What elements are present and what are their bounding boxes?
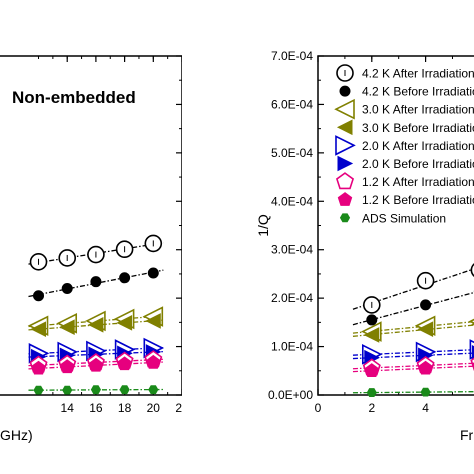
legend-marker [339,85,351,97]
left-chart-panel: Non-embedded 14 16 18 20 22 GHz) [0,55,189,443]
x-tick-label: 4 [422,401,429,415]
data-point [366,388,377,397]
data-point [119,272,131,284]
legend-entry: 3.0 K Before Irradiation [362,121,474,135]
data-point [145,313,161,329]
y-tick-label: 2.0E-04 [271,291,313,305]
series-group [28,313,164,337]
data-point [116,315,133,331]
x-tick-label: 2 [368,401,375,415]
series-group [28,234,164,271]
fit-line [28,269,164,298]
x-axis-label: GHz) [0,427,33,443]
data-point [366,314,378,326]
data-point [117,356,132,371]
fit-line [352,349,474,356]
legend-marker [339,213,351,223]
fit-line [28,242,164,265]
series-group [28,354,164,375]
legend-entry: 1.2 K After Irradiation [362,175,474,189]
data-point [59,319,75,336]
fit-line [352,324,474,337]
series-group [352,387,474,397]
x-tick-label: 22 [175,401,189,415]
y-tick-label: 6.0E-04 [271,97,313,111]
fit-line [352,365,474,373]
data-point [61,282,73,294]
data-point [30,321,47,337]
panel-label: Non-embedded [12,88,136,107]
legend-marker [334,98,355,120]
legend-marker [335,135,356,156]
x-tick-label: 20 [147,401,161,415]
series-group [352,263,474,314]
data-point [364,363,380,377]
data-point [363,327,380,343]
y-tick-label: 1.0E-04 [271,340,313,354]
data-point [90,276,102,288]
data-point [148,385,159,395]
fit-line [352,268,474,310]
series-group [28,385,164,395]
right-chart-panel: 024680.0E+001.0E-042.0E-043.0E-044.0E-04… [255,49,474,443]
legend-entry: 2.0 K Before Irradiation [362,157,474,171]
legend: 4.2 K After Irradiation 4.2 K Before Irra… [334,64,474,225]
legend-marker [337,155,354,172]
legend-marker [336,119,353,136]
data-point [146,354,161,369]
x-tick-label: 0 [315,401,322,415]
data-point [62,385,73,395]
data-point [59,359,75,374]
data-point [420,387,431,397]
x-tick-label: 16 [89,401,103,415]
data-point [468,318,474,325]
legend-entry: 2.0 K After Irradiation [362,139,474,153]
data-point [90,385,101,395]
data-point [420,299,432,311]
legend-marker [337,192,353,206]
legend-marker [335,172,355,190]
data-point [33,290,45,302]
data-point [88,357,104,372]
x-tick-label: 14 [61,401,75,415]
data-point [147,267,159,279]
series-group [28,267,164,302]
y-tick-label: 0.0E+00 [268,388,313,402]
series-group [352,290,474,326]
legend-entry: 4.2 K After Irradiation [362,67,474,81]
legend-entry: 1.2 K Before Irradiation [362,193,474,207]
data-point [418,360,433,375]
data-point [470,263,474,278]
y-tick-label: 4.0E-04 [271,194,313,208]
data-point [119,385,130,395]
plot-frame [0,55,182,396]
legend-entry: ADS Simulation [362,211,446,225]
data-point [33,385,44,395]
fit-line [352,352,474,360]
data-point [87,316,104,333]
fit-line [352,321,474,334]
data-point [31,360,46,375]
data-point [417,321,434,337]
y-tick-label: 7.0E-04 [271,49,313,63]
x-tick-label: 18 [118,401,132,415]
series-group [352,360,474,377]
series-group [352,321,474,343]
y-tick-label: 5.0E-04 [271,146,313,160]
fit-line [352,291,474,326]
fit-line [352,391,474,394]
x-axis-label: Fr [460,427,474,443]
y-tick-label: 3.0E-04 [271,243,313,257]
legend-entry: 4.2 K Before Irradiation [362,85,474,99]
legend-entry: 3.0 K After Irradiation [362,103,474,117]
y-axis-label: 1/Q [255,214,271,237]
fit-line [352,362,474,370]
